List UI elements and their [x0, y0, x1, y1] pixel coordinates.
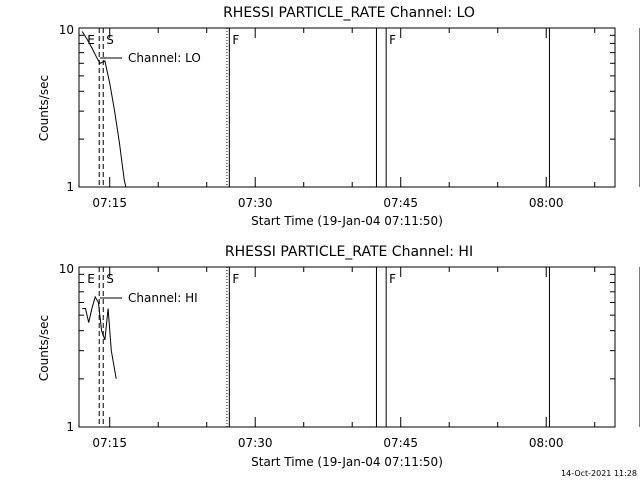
panel-lo-xlabel: Start Time (19-Jan-04 07:11:50) [251, 214, 443, 228]
panel-lo-frame [78, 27, 616, 188]
panel-lo-ytick-1: 1 [66, 180, 74, 194]
panel-lo-xtick-label: 07:30 [238, 196, 273, 210]
panel-hi-legend-label: Channel: HI [128, 291, 198, 305]
panel-lo-marker-label: S [106, 33, 114, 47]
panel-lo-legend: Channel: LO [100, 51, 201, 65]
panel-lo-marker-label: F [389, 33, 396, 47]
panel-hi-marker-label: E [87, 272, 95, 286]
panel-lo-xtick-label: 07:15 [92, 196, 127, 210]
panel-lo-xtick-label: 07:45 [383, 196, 418, 210]
panel-hi-ytick-1: 1 [66, 420, 74, 434]
panel-hi-xtick-label: 07:15 [92, 436, 127, 450]
panel-lo-ylabel: Counts/sec [37, 75, 51, 141]
panel-lo-marker-label: F [232, 33, 239, 47]
panel-lo-series-line [81, 31, 127, 188]
panel-hi-xtick-label: 08:00 [529, 436, 564, 450]
panel-hi-marker-label: F [232, 272, 239, 286]
panel-lo-ytick-10: 10 [59, 23, 74, 37]
panel-lo: RHESSI PARTICLE_RATE Channel: LO 07:15 07… [37, 5, 640, 228]
panel-hi-xtick-label: 07:30 [238, 436, 273, 450]
panel-hi-xtick-label: 07:45 [383, 436, 418, 450]
panel-hi-marker-label: F [389, 272, 396, 286]
panel-lo-legend-label: Channel: LO [128, 51, 201, 65]
panel-hi-frame [78, 266, 616, 428]
panel-hi-xlabel: Start Time (19-Jan-04 07:11:50) [251, 455, 443, 469]
panel-hi-title: RHESSI PARTICLE_RATE Channel: HI [225, 244, 473, 260]
panel-hi-series-line [82, 295, 117, 379]
date-stamp: 14-Oct-2021 11:28 [561, 469, 637, 478]
panel-lo-marker-label: E [87, 33, 95, 47]
panel-lo-xtick-label: 08:00 [529, 196, 564, 210]
panel-hi-ylabel: Counts/sec [37, 315, 51, 381]
panel-hi-legend: Channel: HI [100, 291, 198, 305]
panel-hi-ytick-10: 10 [59, 262, 74, 276]
panel-hi: RHESSI PARTICLE_RATE Channel: HI 07:15 07… [37, 244, 640, 469]
panel-lo-title: RHESSI PARTICLE_RATE Channel: LO [223, 5, 475, 21]
panel-hi-marker-label: S [106, 272, 114, 286]
